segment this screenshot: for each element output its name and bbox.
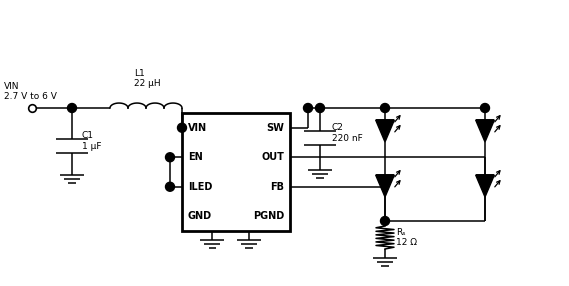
Circle shape (381, 217, 390, 225)
Circle shape (166, 153, 175, 162)
Polygon shape (476, 120, 494, 142)
Circle shape (315, 104, 324, 112)
Circle shape (480, 104, 489, 112)
Text: PGND: PGND (253, 211, 284, 221)
Text: VIN: VIN (188, 123, 207, 133)
Polygon shape (376, 120, 394, 142)
Text: C2
220 nF: C2 220 nF (332, 123, 363, 143)
Text: Rₛ
12 Ω: Rₛ 12 Ω (396, 228, 417, 247)
Text: FB: FB (270, 182, 284, 192)
Text: VIN
2.7 V to 6 V: VIN 2.7 V to 6 V (4, 82, 57, 102)
Text: EN: EN (188, 152, 203, 162)
Circle shape (303, 104, 312, 112)
Circle shape (68, 104, 76, 112)
Circle shape (381, 104, 390, 112)
Text: C1
1 μF: C1 1 μF (82, 131, 101, 151)
Circle shape (178, 123, 187, 132)
Text: ILED: ILED (188, 182, 212, 192)
Text: L1
22 μH: L1 22 μH (134, 69, 160, 88)
Text: GND: GND (188, 211, 212, 221)
Polygon shape (376, 175, 394, 197)
Circle shape (166, 182, 175, 191)
Polygon shape (476, 175, 494, 197)
Bar (182, 113, 290, 231)
Text: SW: SW (266, 123, 284, 133)
Text: OUT: OUT (261, 152, 284, 162)
